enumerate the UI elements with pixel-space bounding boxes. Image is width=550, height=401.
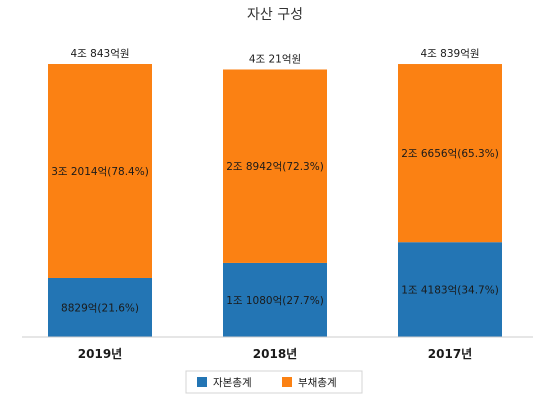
bars-layer: 8829억(21.6%) 3조 2014억(78.4%) 4조 843억원 2019년… (48, 48, 502, 361)
legend-label: 자본총계 (213, 377, 252, 389)
data-label: 3조 2014억(78.4%) (51, 166, 149, 178)
legend: 자본총계 부채총계 (185, 370, 363, 394)
legend-frame (185, 370, 363, 394)
x-tick-label: 2018년 (253, 347, 297, 361)
x-tick-label: 2017년 (428, 347, 472, 361)
data-label: 1조 1080억(27.7%) (226, 295, 324, 307)
legend-item-equity[interactable]: 자본총계 (197, 377, 252, 389)
x-tick-label: 2019년 (78, 347, 122, 361)
legend-label: 부채총계 (298, 377, 337, 389)
bar-segment-equity (223, 262, 327, 337)
legend-swatch (197, 377, 207, 387)
legend-item-liabilities[interactable]: 부채총계 (282, 377, 337, 389)
bar-segment-liabilities (398, 64, 502, 243)
bar-segment-equity (398, 242, 502, 337)
bar-segment-liabilities (48, 64, 152, 278)
data-label: 2조 8942억(72.3%) (226, 161, 324, 173)
bar-group-0: 8829억(21.6%) 3조 2014억(78.4%) 4조 843억원 2019년 (48, 48, 152, 361)
bar-group-1: 1조 1080억(27.7%) 2조 8942억(72.3%) 4조 21억원 201… (223, 53, 327, 361)
chart-title: 자산 구성 (247, 7, 303, 23)
bar-segment-liabilities (223, 69, 327, 263)
total-label: 4조 21억원 (249, 53, 301, 65)
total-label: 4조 843억원 (70, 48, 129, 60)
data-label: 1조 4183억(34.7%) (401, 285, 499, 297)
data-label: 2조 6656억(65.3%) (401, 148, 499, 160)
bar-group-2: 1조 4183억(34.7%) 2조 6656억(65.3%) 4조 839억원 20… (398, 48, 502, 361)
data-label: 8829억(21.6%) (61, 302, 139, 314)
bar-segment-equity (48, 277, 152, 337)
total-label: 4조 839억원 (420, 48, 479, 60)
legend-swatch (282, 377, 292, 387)
